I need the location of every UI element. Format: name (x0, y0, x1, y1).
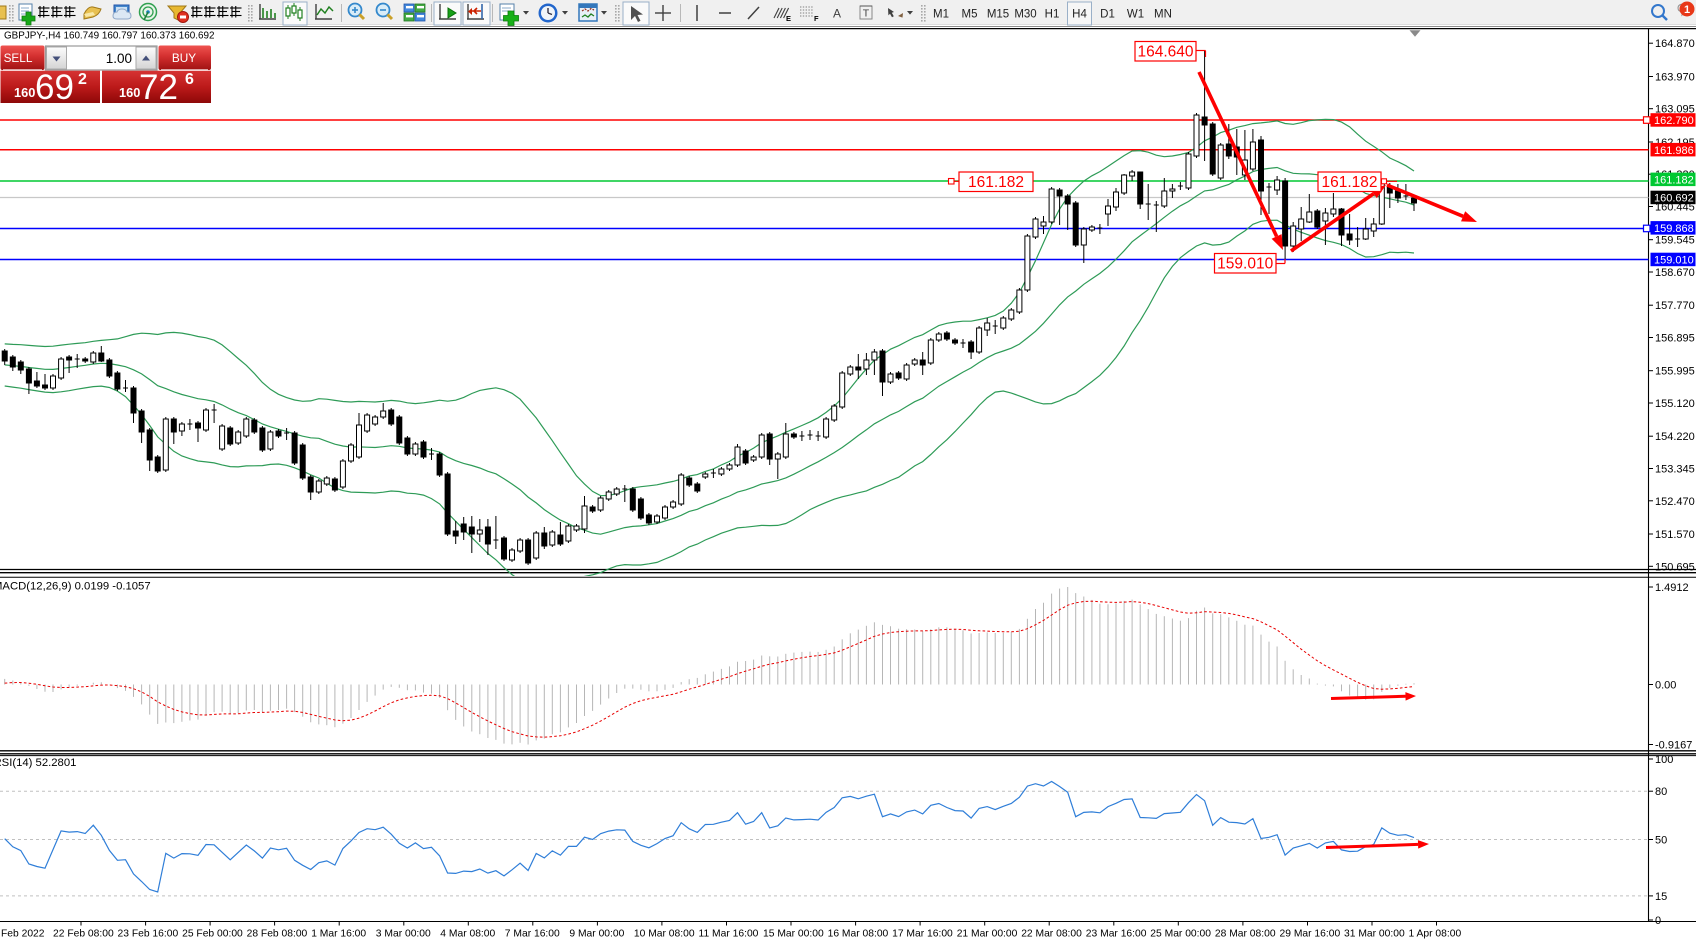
svg-text:159.010: 159.010 (1217, 256, 1273, 273)
svg-text:150.695: 150.695 (1655, 561, 1695, 573)
svg-text:M1: M1 (933, 9, 949, 21)
svg-text:161.986: 161.986 (1654, 145, 1694, 157)
svg-text:155.120: 155.120 (1655, 398, 1695, 410)
svg-text:156.895: 156.895 (1655, 333, 1695, 345)
svg-text:164.870: 164.870 (1655, 38, 1695, 50)
svg-text:151.570: 151.570 (1655, 529, 1695, 541)
svg-text:1.4912: 1.4912 (1655, 582, 1689, 594)
svg-text:23 Feb 16:00: 23 Feb 16:00 (118, 929, 179, 940)
svg-text:A: A (833, 7, 841, 21)
svg-text:160.692: 160.692 (1654, 193, 1694, 205)
svg-text:80: 80 (1655, 786, 1667, 798)
svg-text:100: 100 (1655, 754, 1673, 766)
svg-text:M5: M5 (962, 9, 978, 21)
svg-text:163.970: 163.970 (1655, 72, 1695, 84)
svg-text:2: 2 (78, 71, 87, 88)
svg-text:11 Mar 16:00: 11 Mar 16:00 (699, 929, 759, 940)
svg-text:72: 72 (139, 68, 178, 107)
svg-text:163.095: 163.095 (1655, 104, 1695, 116)
svg-text:-0.9167: -0.9167 (1655, 740, 1692, 752)
svg-text:6: 6 (185, 71, 194, 88)
svg-text:22 Feb 08:00: 22 Feb 08:00 (53, 929, 114, 940)
svg-text:157.770: 157.770 (1655, 300, 1695, 312)
svg-text:159.010: 159.010 (1654, 255, 1694, 267)
svg-text:164.640: 164.640 (1137, 44, 1193, 61)
svg-text:162.790: 162.790 (1654, 115, 1694, 127)
svg-text:29 Mar 16:00: 29 Mar 16:00 (1280, 929, 1341, 940)
svg-text:23 Mar 16:00: 23 Mar 16:00 (1086, 929, 1147, 940)
svg-text:22 Mar 08:00: 22 Mar 08:00 (1021, 929, 1082, 940)
svg-text:7 Mar 16:00: 7 Mar 16:00 (505, 929, 560, 940)
svg-text:28 Mar 08:00: 28 Mar 08:00 (1215, 929, 1276, 940)
svg-text:69: 69 (35, 68, 74, 107)
svg-text:E: E (786, 14, 791, 23)
svg-text:BUY: BUY (172, 51, 196, 65)
svg-text:17 Mar 16:00: 17 Mar 16:00 (892, 929, 953, 940)
svg-text:W1: W1 (1127, 9, 1144, 21)
svg-text:9 Mar 00:00: 9 Mar 00:00 (569, 929, 624, 940)
svg-text:4 Mar 08:00: 4 Mar 08:00 (440, 929, 495, 940)
svg-text:25 Mar 00:00: 25 Mar 00:00 (1150, 929, 1211, 940)
svg-text:154.220: 154.220 (1655, 431, 1695, 443)
svg-text:H1: H1 (1045, 9, 1060, 21)
svg-text:H4: H4 (1072, 9, 1087, 21)
svg-text:159.868: 159.868 (1654, 223, 1694, 235)
svg-text:MACD(12,26,9) 0.0199 -0.1057: MACD(12,26,9) 0.0199 -0.1057 (0, 581, 151, 593)
svg-text:152.470: 152.470 (1655, 496, 1695, 508)
svg-text:RSI(14) 52.2801: RSI(14) 52.2801 (0, 757, 76, 769)
svg-text:GBPJPY-,H4 160.749 160.797 16: GBPJPY-,H4 160.749 160.797 160.373 160.6… (4, 31, 214, 42)
svg-text:Feb 2022: Feb 2022 (1, 929, 45, 940)
svg-text:M15: M15 (987, 9, 1009, 21)
svg-text:160.445: 160.445 (1655, 202, 1695, 214)
svg-text:3 Mar 00:00: 3 Mar 00:00 (376, 929, 431, 940)
svg-text:28 Feb 08:00: 28 Feb 08:00 (247, 929, 308, 940)
svg-text:159.545: 159.545 (1655, 235, 1695, 247)
svg-text:15 Mar 00:00: 15 Mar 00:00 (763, 929, 824, 940)
svg-text:1.00: 1.00 (106, 51, 132, 66)
svg-text:F: F (814, 14, 819, 23)
svg-text:1: 1 (1684, 4, 1690, 16)
svg-text:160: 160 (119, 85, 140, 100)
svg-text:161.182: 161.182 (1321, 174, 1377, 191)
svg-text:161.182: 161.182 (1654, 175, 1694, 187)
svg-text:D1: D1 (1100, 9, 1115, 21)
svg-text:SELL: SELL (4, 51, 33, 65)
svg-text:50: 50 (1655, 835, 1667, 847)
svg-text:15: 15 (1655, 891, 1667, 903)
svg-text:31 Mar 00:00: 31 Mar 00:00 (1344, 929, 1405, 940)
svg-text:0.00: 0.00 (1655, 680, 1676, 692)
svg-text:25 Feb 00:00: 25 Feb 00:00 (182, 929, 243, 940)
svg-text:21 Mar 00:00: 21 Mar 00:00 (957, 929, 1018, 940)
svg-text:16 Mar 08:00: 16 Mar 08:00 (828, 929, 889, 940)
svg-text:155.995: 155.995 (1655, 366, 1695, 378)
svg-text:M30: M30 (1014, 9, 1036, 21)
svg-text:MN: MN (1154, 9, 1172, 21)
svg-text:T: T (863, 8, 870, 20)
svg-text:1 Apr 08:00: 1 Apr 08:00 (1409, 929, 1462, 940)
svg-text:0: 0 (1655, 915, 1661, 927)
svg-text:160: 160 (14, 85, 35, 100)
svg-text:10 Mar 08:00: 10 Mar 08:00 (634, 929, 695, 940)
svg-text:158.670: 158.670 (1655, 267, 1695, 279)
svg-text:1 Mar 16:00: 1 Mar 16:00 (311, 929, 366, 940)
svg-text:153.345: 153.345 (1655, 464, 1695, 476)
svg-text:161.182: 161.182 (968, 174, 1024, 191)
